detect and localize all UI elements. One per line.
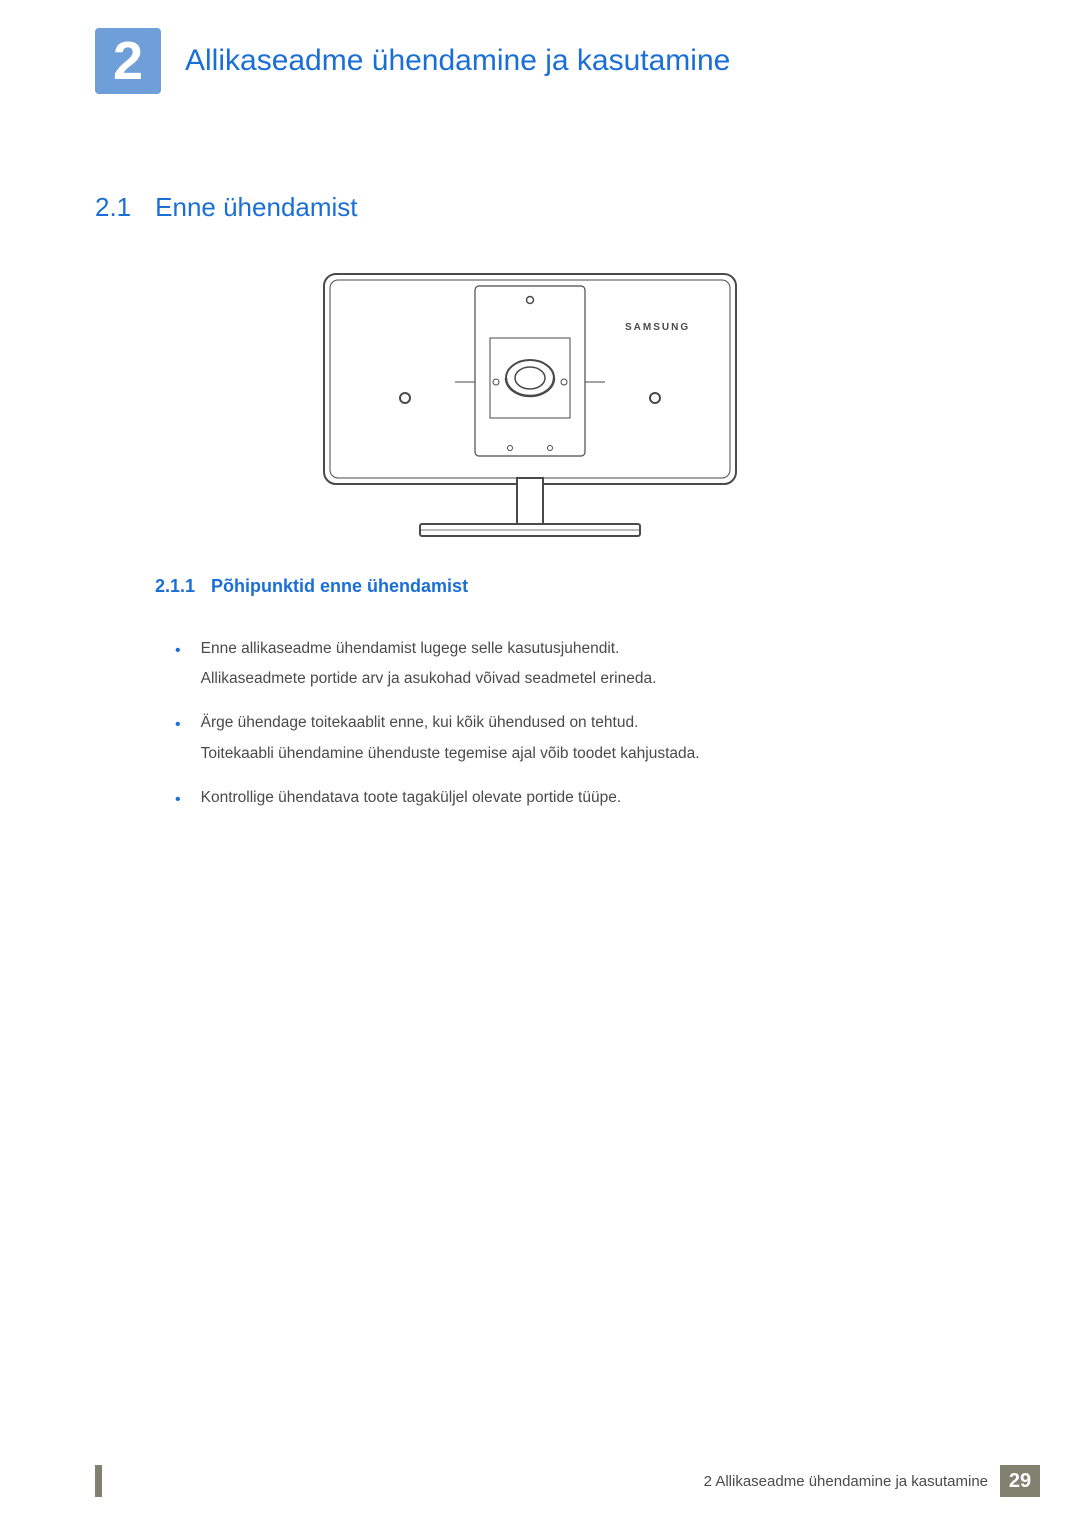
chapter-header: 2 Allikaseadme ühendamine ja kasutamine — [95, 28, 1020, 94]
bullet-line: Enne allikaseadme ühendamist lugege sell… — [201, 634, 970, 664]
figure-monitor-rear: SAMSUNG — [320, 270, 740, 550]
list-item: • Enne allikaseadme ühendamist lugege se… — [175, 634, 970, 694]
bullet-text: Enne allikaseadme ühendamist lugege sell… — [201, 634, 970, 694]
bullet-icon: • — [175, 709, 181, 768]
bullet-line: Ärge ühendage toitekaablit enne, kui kõi… — [201, 708, 970, 738]
subsection-number: 2.1.1 — [155, 576, 195, 597]
bullet-icon: • — [175, 635, 181, 694]
monitor-diagram-svg: SAMSUNG — [320, 270, 740, 550]
bullet-line: Allikaseadmete portide arv ja asukohad v… — [201, 664, 970, 694]
page-number-badge: 29 — [1000, 1465, 1040, 1497]
list-item: • Ärge ühendage toitekaablit enne, kui k… — [175, 708, 970, 768]
subsection-heading: 2.1.1 Põhipunktid enne ühendamist — [155, 576, 1020, 597]
page-number: 29 — [1009, 1470, 1031, 1493]
list-item: • Kontrollige ühendatava toote tagakülje… — [175, 783, 970, 815]
page-footer: 2 Allikaseadme ühendamine ja kasutamine … — [0, 1465, 1040, 1497]
bullet-line: Kontrollige ühendatava toote tagaküljel … — [201, 783, 970, 813]
bullet-text: Ärge ühendage toitekaablit enne, kui kõi… — [201, 708, 970, 768]
section-heading: 2.1 Enne ühendamist — [95, 192, 1020, 223]
chapter-title: Allikaseadme ühendamine ja kasutamine — [185, 44, 730, 78]
chapter-number-badge: 2 — [95, 28, 161, 94]
footer-text: 2 Allikaseadme ühendamine ja kasutamine — [704, 1473, 988, 1490]
bullet-line: Toitekaabli ühendamine ühenduste tegemis… — [201, 739, 970, 769]
bullet-text: Kontrollige ühendatava toote tagaküljel … — [201, 783, 970, 815]
section-number: 2.1 — [95, 192, 131, 223]
bullet-icon: • — [175, 784, 181, 815]
bullet-list: • Enne allikaseadme ühendamist lugege se… — [175, 620, 970, 815]
subsection-title: Põhipunktid enne ühendamist — [211, 576, 468, 597]
chapter-number: 2 — [113, 34, 143, 88]
brand-label: SAMSUNG — [625, 322, 690, 333]
section-title: Enne ühendamist — [155, 192, 357, 223]
